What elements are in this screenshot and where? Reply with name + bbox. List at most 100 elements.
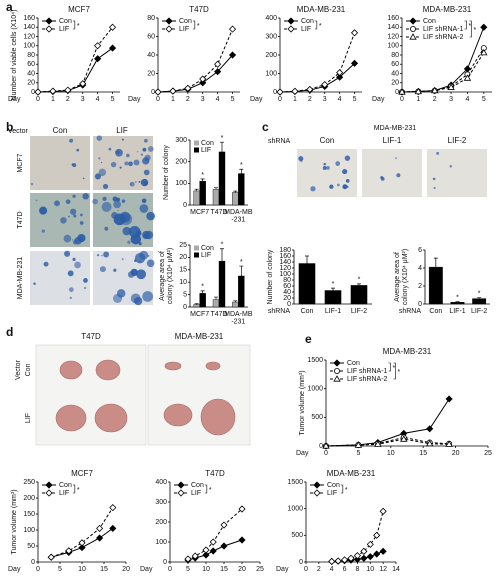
series-line: [325, 398, 450, 447]
y-tick-label: 20: [283, 295, 291, 302]
x-tick-label: 4: [96, 96, 100, 103]
y-tick-label: 100: [23, 43, 35, 50]
column-header: LIF-2: [448, 136, 467, 145]
marker: [445, 440, 453, 447]
colony: [147, 146, 154, 152]
marker: [165, 25, 173, 33]
y-tick-label: 80: [391, 52, 399, 59]
x-tick-label: 2: [66, 96, 70, 103]
colony: [142, 291, 154, 302]
legend-label: LIF shRNA-2: [347, 376, 388, 383]
y-tick-label: 80: [147, 15, 155, 22]
x-axis-label: Day: [372, 96, 385, 103]
x-tick-label: LIF-1: [325, 308, 341, 315]
photos-title: MDA-MB-231: [374, 125, 417, 132]
y-tick-label: 15: [179, 267, 187, 274]
marker: [45, 25, 53, 33]
y-tick-label: 0: [151, 89, 155, 96]
colony: [134, 259, 137, 262]
colony: [72, 257, 76, 261]
marker: [220, 542, 228, 550]
y-tick-label: 0: [183, 202, 187, 209]
y-axis-label: Tumor volume (mm³): [11, 489, 18, 554]
colony: [142, 233, 148, 239]
colony: [300, 160, 303, 163]
colony: [129, 183, 132, 185]
x-tick-label: 20: [122, 566, 130, 573]
significance-label: *: [332, 281, 335, 288]
marker: [238, 536, 246, 544]
colony: [133, 159, 140, 166]
marker: [65, 547, 73, 555]
significance-bracket: [204, 484, 208, 494]
colony: [113, 200, 121, 209]
chart-title: MDA-MB-231: [423, 5, 472, 14]
row-header: Vector: [8, 128, 29, 135]
marker: [426, 425, 434, 433]
tumor: [164, 361, 182, 371]
colony: [64, 250, 71, 257]
x-tick-label: 14: [392, 566, 400, 573]
marker: [45, 489, 53, 497]
x-tick-label: 4: [330, 566, 334, 573]
series-line: [37, 26, 113, 93]
colony: [342, 184, 348, 190]
colony: [112, 196, 118, 202]
colony: [433, 186, 436, 190]
colony: [96, 135, 103, 141]
column-header: Con: [320, 136, 335, 145]
bar: [193, 304, 200, 308]
colony: [326, 166, 330, 170]
x-axis-label: shRNA: [268, 308, 291, 315]
colony: [128, 161, 133, 167]
marker: [398, 88, 406, 95]
legend-swatch: [194, 147, 199, 153]
marker: [373, 550, 381, 558]
error-bar: [214, 187, 219, 190]
colony: [63, 234, 72, 243]
y-tick-label: 20: [179, 254, 187, 261]
legend-swatch: [194, 245, 199, 251]
marker: [328, 557, 336, 566]
panel-label: a: [6, 0, 13, 14]
colony: [115, 150, 120, 155]
y-tick-label: 500: [291, 532, 303, 539]
colony: [432, 177, 436, 181]
marker: [276, 88, 284, 96]
significance-label: *: [201, 172, 204, 179]
legend-label: Con: [201, 245, 214, 252]
significance-label: *: [201, 284, 204, 291]
column-header: LIF-1: [383, 136, 402, 145]
colony: [135, 181, 137, 183]
colony: [342, 168, 348, 175]
colony: [346, 185, 349, 188]
marker: [291, 87, 299, 95]
panel-label: b: [6, 120, 13, 134]
tumor: [59, 360, 83, 380]
colony: [39, 206, 48, 215]
series-line: [325, 438, 450, 447]
marker: [287, 17, 295, 25]
colony: [140, 153, 144, 156]
marker: [321, 81, 329, 89]
y-axis-label: Tumor volume (mm³): [299, 370, 306, 435]
y-tick-label: 100: [175, 180, 187, 187]
colony: [79, 213, 83, 217]
chart-title: T47D: [205, 469, 225, 478]
error-bar: [239, 265, 244, 276]
colony: [449, 164, 453, 168]
colony: [99, 266, 106, 273]
marker: [333, 367, 340, 374]
colony: [141, 198, 147, 204]
significance-bracket: [72, 484, 76, 494]
y-tick-label: 1500: [307, 357, 323, 364]
colony: [113, 268, 117, 272]
colony: [104, 226, 109, 231]
photo: [147, 344, 251, 446]
y-tick-label: 200: [23, 495, 35, 502]
marker: [220, 521, 228, 529]
colony: [82, 192, 89, 200]
y-tick-label: 300: [155, 499, 167, 506]
colony: [140, 178, 149, 187]
y-tick-label: 0: [299, 559, 303, 566]
